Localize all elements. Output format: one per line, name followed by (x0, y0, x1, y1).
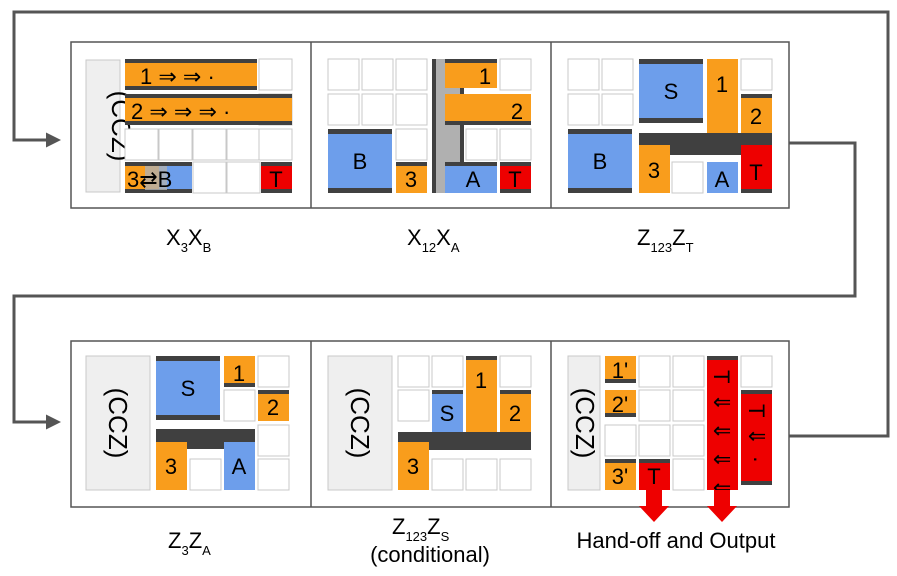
s-block: S (440, 401, 455, 426)
qubit-3: 3 (407, 454, 419, 479)
t-output-2: T ⇓ ⇓ ⇓ ⇓ (709, 370, 734, 499)
t-state: T (508, 167, 521, 192)
qubit-1: 1 (716, 72, 728, 97)
swap-3-b: 3⇄B (127, 167, 172, 192)
output-arrow-right (707, 490, 737, 522)
qubit-3: 3 (405, 167, 417, 192)
svg-text:X12XA: X12XA (407, 225, 460, 255)
svg-text:Z123ZT: Z123ZT (637, 225, 694, 255)
qubit-1-prime: 1' (612, 358, 628, 383)
a-block: A (232, 454, 247, 479)
panel-z123zt: S 1 2 B 3 A T (567, 58, 773, 194)
qubit-1-bar: 1 ⇒ ⇒ · (140, 64, 215, 89)
svg-text:Z123ZS: Z123ZS (392, 514, 450, 544)
label-hand-off: Hand-off and Output (577, 528, 776, 553)
qubit-3-prime: 3' (612, 464, 628, 489)
qubit-1: 1 (233, 361, 245, 386)
t-output-1: T (647, 464, 660, 489)
qubit-1: 1 (479, 64, 491, 89)
s-block: S (664, 79, 679, 104)
panel-z123zs: (CCZ) S 1 2 3 (327, 355, 532, 491)
t-state: T (749, 160, 762, 185)
qubit-1: 1 (475, 368, 487, 393)
t-state: T (269, 167, 282, 192)
a-block: A (715, 167, 730, 192)
qubit-2: 2 (750, 104, 762, 129)
qubit-2: 2 (267, 395, 279, 420)
ccz-label: (CCZ) (103, 388, 133, 459)
panel-hand-off: (CCZ) 1' 2' 3' T T ⇓ ⇓ ⇓ ⇓ (567, 355, 773, 522)
flow-arrow-top (12, 141, 857, 430)
ccz-label: (CCZ) (570, 388, 600, 459)
svg-text:X3XB: X3XB (166, 225, 211, 255)
panel-z3za: (CCZ) S 1 2 3 A (85, 355, 290, 491)
output-arrow-left (639, 490, 669, 522)
b-block: B (353, 149, 368, 174)
label-z123zs: Z123ZS (conditional) (370, 514, 490, 567)
a-block: A (466, 167, 481, 192)
qubit-3: 3 (165, 454, 177, 479)
t-output-3: T ⇓ · (744, 404, 769, 465)
qubit-2: 2 (509, 401, 521, 426)
label-z3za: Z3ZA (168, 528, 211, 558)
b-block: B (593, 149, 608, 174)
ccz-label: (CCZ) (345, 388, 375, 459)
label-x12xa: X12XA (407, 225, 460, 255)
label-x3xb: X3XB (166, 225, 211, 255)
conditional-note: (conditional) (370, 542, 490, 567)
s-block: S (181, 376, 196, 401)
qubit-2-prime: 2' (612, 392, 628, 417)
qubit-3: 3 (648, 158, 660, 183)
label-z123zt: Z123ZT (637, 225, 694, 255)
qubit-2: 2 (511, 99, 523, 124)
qubit-2-bar: 2 ⇒ ⇒ ⇒ · (131, 99, 230, 124)
svg-text:Hand-off and Output: Hand-off and Output (577, 528, 776, 553)
panel-x12xa: 1 2 B 3 A T (327, 58, 532, 193)
panel-x3xb: (CCZ) 1 ⇒ ⇒ · 2 ⇒ ⇒ ⇒ · 3⇄B (85, 58, 293, 194)
svg-text:Z3ZA: Z3ZA (168, 528, 211, 558)
flow-arrow-outer (12, 10, 890, 438)
